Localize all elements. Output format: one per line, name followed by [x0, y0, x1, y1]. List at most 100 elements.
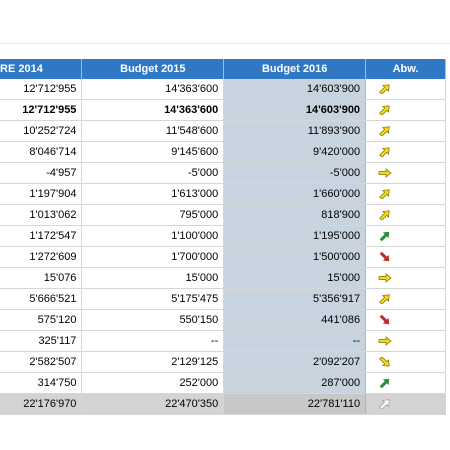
table-row: 12'712'955 14'363'600 14'603'900 [0, 99, 446, 121]
trend-arrow-icon [379, 210, 390, 221]
cell-budget-2016: 15'000 [223, 267, 367, 289]
cell-re2014: 1'197'904 [0, 183, 83, 205]
cell-abweichung [365, 393, 446, 415]
cell-re2014: 1'013'062 [0, 204, 83, 226]
cell-re2014: 314'750 [0, 372, 83, 394]
cell-budget-2016: 818'900 [223, 204, 367, 226]
table-row: 575'120 550'150 441'086 [0, 309, 446, 331]
table-row: 314'750 252'000 287'000 [0, 372, 446, 394]
cell-budget-2015: 11'548'600 [81, 120, 225, 142]
cell-budget-2015: 14'363'600 [81, 99, 225, 121]
cell-budget-2015: 22'470'350 [81, 393, 225, 415]
trend-arrow-icon [378, 168, 392, 178]
table-row: 10'252'724 11'548'600 11'893'900 [0, 120, 446, 142]
cell-budget-2015: 15'000 [81, 267, 225, 289]
table-row: 325'117 -- -- [0, 330, 446, 352]
header-re2014[interactable]: RE 2014 [0, 59, 83, 79]
cell-abweichung [365, 120, 446, 142]
cell-re2014: 325'117 [0, 330, 83, 352]
trend-arrow-icon [379, 105, 390, 116]
trend-arrow-icon [379, 294, 390, 305]
cell-abweichung [365, 183, 446, 205]
cell-re2014: 575'120 [0, 309, 83, 331]
cell-budget-2015: 795'000 [81, 204, 225, 226]
cell-budget-2016: 287'000 [223, 372, 367, 394]
cell-budget-2015: -5'000 [81, 162, 225, 184]
cell-budget-2016: 441'086 [223, 309, 367, 331]
trend-arrow-icon [378, 336, 392, 346]
cell-budget-2015: 9'145'600 [81, 141, 225, 163]
table-row: 1'013'062 795'000 818'900 [0, 204, 446, 226]
cell-budget-2016: 1'195'000 [223, 225, 367, 247]
cell-abweichung [365, 246, 446, 268]
cell-abweichung [365, 204, 446, 226]
cell-budget-2015: 14'363'600 [81, 79, 225, 100]
cell-re2014: 8'046'714 [0, 141, 83, 163]
trend-arrow-icon [379, 252, 390, 262]
cell-budget-2015: 5'175'475 [81, 288, 225, 310]
cell-re2014: 12'712'955 [0, 99, 83, 121]
cell-abweichung [365, 288, 446, 310]
trend-arrow-icon [379, 399, 390, 410]
trend-arrow-icon [379, 189, 390, 200]
cell-re2014: 2'582'507 [0, 351, 83, 373]
cell-abweichung [365, 372, 446, 394]
table-row: 5'666'521 5'175'475 5'356'917 [0, 288, 446, 310]
cell-re2014: 10'252'724 [0, 120, 83, 142]
cell-abweichung [365, 162, 446, 184]
cell-abweichung [365, 330, 446, 352]
table-row-total: 22'176'970 22'470'350 22'781'110 [0, 393, 446, 415]
table-row: 1'197'904 1'613'000 1'660'000 [0, 183, 446, 205]
cell-abweichung [365, 99, 446, 121]
cell-budget-2015: 1'613'000 [81, 183, 225, 205]
cell-budget-2015: 1'700'000 [81, 246, 225, 268]
trend-arrow-icon [378, 273, 392, 283]
cell-abweichung [365, 309, 446, 331]
cell-budget-2015: 252'000 [81, 372, 225, 394]
table-header: RE 2014 Budget 2015 Budget 2016 Abw. [0, 59, 446, 79]
cell-re2014: 15'076 [0, 267, 83, 289]
table-row: 1'272'609 1'700'000 1'500'000 [0, 246, 446, 268]
cell-abweichung [365, 225, 446, 247]
cell-budget-2016: 11'893'900 [223, 120, 367, 142]
table-row: 2'582'507 2'129'125 2'092'207 [0, 351, 446, 373]
cell-budget-2015: 550'150 [81, 309, 225, 331]
cell-budget-2016: -- [223, 330, 367, 352]
trend-arrow-icon [379, 231, 390, 242]
cell-abweichung [365, 267, 446, 289]
cell-abweichung [365, 141, 446, 163]
trend-arrow-icon [379, 357, 390, 367]
cell-budget-2015: 1'100'000 [81, 225, 225, 247]
trend-arrow-icon [379, 126, 390, 137]
trend-arrow-icon [379, 378, 390, 389]
budget-table: RE 2014 Budget 2015 Budget 2016 Abw. 12'… [0, 59, 446, 415]
cell-budget-2016: -5'000 [223, 162, 367, 184]
cell-budget-2016: 5'356'917 [223, 288, 367, 310]
header-budget-2016[interactable]: Budget 2016 [223, 59, 367, 79]
cell-budget-2016: 2'092'207 [223, 351, 367, 373]
header-abweichung[interactable]: Abw. [365, 59, 446, 79]
cell-budget-2016: 14'603'900 [223, 79, 367, 100]
trend-arrow-icon [379, 147, 390, 158]
cell-re2014: 5'666'521 [0, 288, 83, 310]
cell-budget-2015: 2'129'125 [81, 351, 225, 373]
table-row: 8'046'714 9'145'600 9'420'000 [0, 141, 446, 163]
cell-budget-2016: 1'660'000 [223, 183, 367, 205]
cell-re2014: 1'172'547 [0, 225, 83, 247]
cell-re2014: -4'957 [0, 162, 83, 184]
cell-budget-2016: 22'781'110 [223, 393, 367, 415]
cell-budget-2015: -- [81, 330, 225, 352]
table-row: 1'172'547 1'100'000 1'195'000 [0, 225, 446, 247]
cell-budget-2016: 1'500'000 [223, 246, 367, 268]
cell-re2014: 12'712'955 [0, 79, 83, 100]
cell-re2014: 1'272'609 [0, 246, 83, 268]
table-body: 12'712'955 14'363'600 14'603'900 12'712'955… [0, 79, 446, 415]
trend-arrow-icon [379, 84, 390, 95]
table-row: 15'076 15'000 15'000 [0, 267, 446, 289]
trend-arrow-icon [379, 315, 390, 325]
table-row: 12'712'955 14'363'600 14'603'900 [0, 79, 446, 100]
header-budget-2015[interactable]: Budget 2015 [81, 59, 225, 79]
top-divider [0, 43, 450, 44]
cell-abweichung [365, 79, 446, 100]
table-row: -4'957 -5'000 -5'000 [0, 162, 446, 184]
